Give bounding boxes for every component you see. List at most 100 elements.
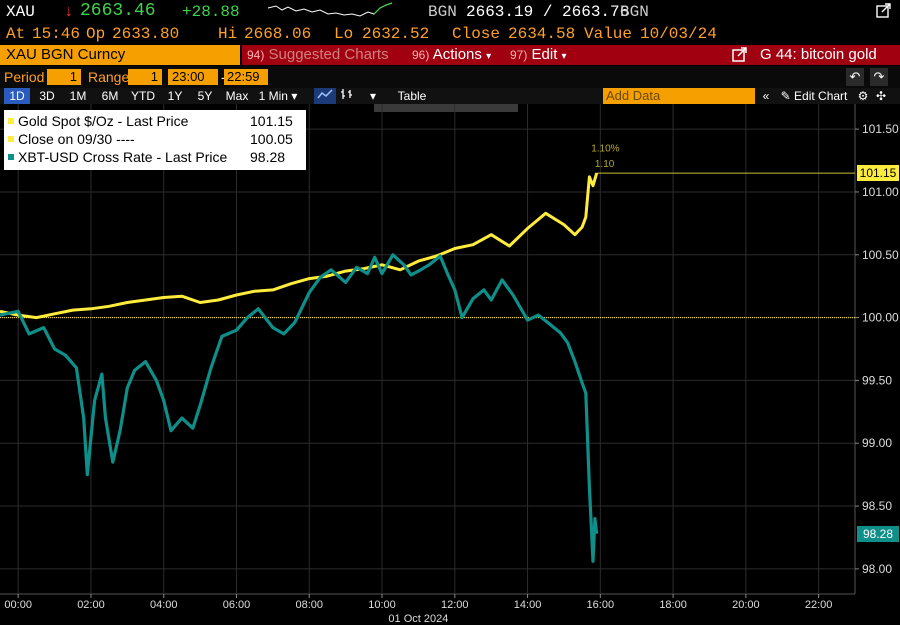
legend-value: 101.15 [250, 113, 293, 129]
bid-source: BGN [428, 3, 457, 21]
gear-icon[interactable]: ⚙ [857, 89, 869, 103]
ask-source: BGN [620, 3, 649, 21]
menu-number: 97) [510, 48, 528, 62]
x-tick-label: 18:00 [659, 599, 687, 611]
legend-item-prev-close[interactable]: Close on 09/30 ---- 100.05 [4, 130, 304, 149]
x-tick-label: 00:00 [4, 599, 32, 611]
sparkline [268, 2, 393, 17]
annotation-value: 1.10 [595, 159, 615, 170]
period-input[interactable]: 1 [47, 69, 81, 85]
low-label: Lo [334, 25, 354, 43]
crosshair-icon[interactable]: ✣ [875, 89, 887, 103]
x-tick-label: 04:00 [150, 599, 178, 611]
bar-chart-icon[interactable] [338, 88, 356, 104]
legend-label: Close on 09/30 ---- [18, 131, 135, 147]
price-change: +28.88 [182, 3, 240, 21]
low-price: 2632.52 [362, 25, 430, 43]
edit-menu[interactable]: 97) Edit ▾ [510, 45, 567, 65]
timeframe-1d[interactable]: 1D [4, 88, 30, 104]
end-time-input[interactable]: 22:59 [224, 69, 268, 85]
settings-bar: Period 1 Range 1 23:00 - 22:59 ↶ ↷ [0, 66, 900, 88]
bitcoin-price-line [0, 253, 599, 563]
edit-chart-label: Edit Chart [794, 89, 848, 103]
chart-legend: Gold Spot $/Oz - Last Price 101.15 Close… [4, 110, 306, 170]
annotation-percent: 1.10% [591, 144, 619, 155]
chart-annotations: 1.10% 1.10 [591, 144, 619, 170]
menu-label: Suggested Charts [268, 46, 389, 63]
legend-swatch [8, 118, 14, 124]
x-tick-label: 14:00 [514, 599, 542, 611]
menu-label: Edit [531, 46, 558, 63]
price-chart[interactable]: 101.50 101.00 100.50 100.00 99.50 99.00 98.50 9… [0, 104, 900, 625]
x-tick-label: 16:00 [587, 599, 615, 611]
pencil-icon: ✎ [780, 89, 791, 103]
y-tick-label: 101.00 [862, 185, 899, 199]
actions-menu[interactable]: 96) Actions ▾ [412, 45, 491, 65]
legend-swatch [8, 154, 14, 160]
btc-last-value-badge: 98.28 [857, 525, 899, 542]
x-axis: 00:00 02:00 04:00 06:00 08:00 10:00 12:00 14:00… [4, 594, 832, 625]
quote-header: XAU ↓ 2663.46 +28.88 BGN 2663.19 / 2663.… [0, 0, 900, 24]
popout-icon[interactable] [876, 2, 894, 20]
ticker: XAU [6, 3, 35, 21]
high-label: Hi [218, 25, 238, 43]
x-tick-label: 08:00 [295, 599, 323, 611]
table-button[interactable]: Table [397, 89, 427, 103]
legend-label: XBT-USD Cross Rate - Last Price [18, 149, 228, 165]
range-separator: - [221, 69, 226, 85]
caret-down-icon: ▾ [561, 51, 567, 62]
launch-icon[interactable] [732, 45, 748, 65]
gold-price-line [0, 172, 599, 320]
add-data-input[interactable]: Add Data [603, 88, 755, 104]
x-tick-label: 02:00 [77, 599, 105, 611]
timeframe-1m[interactable]: 1M [69, 89, 87, 103]
open-price: 2633.80 [112, 25, 180, 43]
undo-icon[interactable]: ↶ [846, 68, 864, 86]
y-tick-label: 100.50 [862, 248, 899, 262]
x-tick-label: 10:00 [368, 599, 396, 611]
legend-label: Gold Spot $/Oz - Last Price [18, 113, 189, 129]
quote-time: 15:46 [32, 25, 81, 43]
legend-value: 100.05 [250, 131, 293, 147]
x-tick-label: 12:00 [441, 599, 469, 611]
legend-item-bitcoin[interactable]: XBT-USD Cross Rate - Last Price 98.28 [4, 148, 304, 167]
x-tick-label: 20:00 [732, 599, 760, 611]
gold-last-value-badge: 101.15 [857, 165, 899, 182]
y-tick-label: 99.50 [862, 373, 892, 387]
redo-icon[interactable]: ↷ [870, 68, 888, 86]
legend-item-gold[interactable]: Gold Spot $/Oz - Last Price 101.15 [4, 112, 304, 131]
timeframe-max[interactable]: Max [225, 89, 249, 103]
value-label: Value [584, 25, 633, 43]
y-tick-label: 98.00 [862, 562, 892, 576]
line-chart-icon[interactable] [314, 88, 336, 104]
x-tick-label: 22:00 [805, 599, 833, 611]
chart-title: G 44: bitcoin gold [760, 46, 877, 63]
interval-select[interactable]: 1 Min ▾ [256, 88, 300, 104]
caret-down-icon[interactable]: ▾ [369, 89, 377, 103]
timeframe-toolbar: 1D 3D 1M 6M YTD 1Y 5Y Max 1 Min ▾ ▾ Tabl… [0, 88, 900, 104]
stats-line: At 15:46 Op 2633.80 Hi 2668.06 Lo 2632.5… [0, 24, 900, 45]
y-tick-label: 98.50 [862, 499, 892, 513]
timeframe-6m[interactable]: 6M [101, 89, 119, 103]
range-label: Range [88, 69, 130, 85]
start-time-input[interactable]: 23:00 [168, 69, 218, 85]
caret-down-icon: ▾ [486, 51, 492, 62]
y-tick-label: 100.00 [862, 311, 899, 325]
timeframe-1y[interactable]: 1Y [167, 89, 183, 103]
timeframe-5y[interactable]: 5Y [197, 89, 213, 103]
y-axis: 101.50 101.00 100.50 100.00 99.50 99.00 98.50 9… [855, 122, 899, 576]
close-price: 2634.58 [508, 25, 576, 43]
high-price: 2668.06 [244, 25, 312, 43]
security-field[interactable]: XAU BGN Curncy [0, 45, 240, 65]
timeframe-ytd[interactable]: YTD [131, 89, 155, 103]
range-input[interactable]: 1 [128, 69, 162, 85]
interval-value: 1 Min [258, 89, 288, 103]
down-arrow-icon: ↓ [64, 3, 74, 21]
collapse-icon[interactable]: « [762, 89, 770, 103]
last-price: 2663.46 [80, 1, 156, 21]
suggested-charts-menu[interactable]: 94) Suggested Charts [247, 45, 389, 65]
value-date: 10/03/24 [640, 25, 717, 43]
caret-down-icon: ▾ [291, 89, 298, 103]
timeframe-3d[interactable]: 3D [39, 89, 55, 103]
edit-chart-button[interactable]: ✎ Edit Chart [776, 88, 852, 104]
